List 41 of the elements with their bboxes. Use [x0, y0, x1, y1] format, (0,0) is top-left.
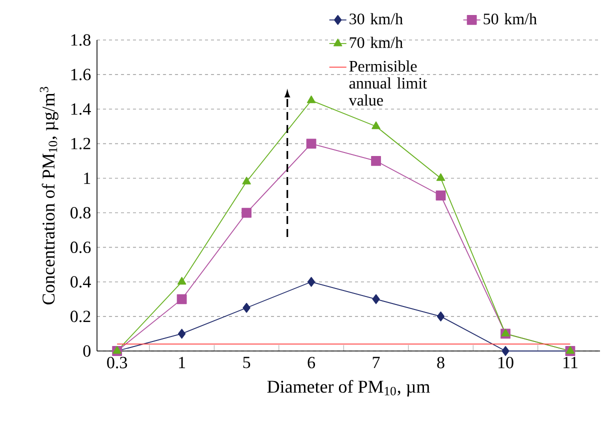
y-tick-label: 0.4 [70, 276, 91, 288]
point [501, 328, 510, 336]
point [372, 294, 380, 304]
legend-label: 30 km/h [350, 13, 403, 24]
legend-label: 50 km/h [484, 13, 537, 24]
point [178, 328, 186, 339]
point [372, 121, 380, 130]
legend-label: Permisible annual limit value [348, 60, 427, 106]
point [242, 208, 252, 218]
x-tick-label: 0.3 [107, 356, 128, 368]
x-tick-label: 6 [308, 356, 316, 368]
point [306, 138, 316, 149]
x-tick-label: 5 [243, 356, 250, 368]
legend-label: 70 km/h [350, 36, 403, 48]
x-tick-label: 8 [437, 356, 444, 368]
y-tick-label: 1.4 [71, 103, 91, 115]
x-tick-label: 1 [179, 356, 186, 368]
point [242, 302, 250, 313]
y-tick-label: 1.2 [71, 138, 90, 150]
point [436, 173, 446, 181]
point [502, 346, 510, 356]
y-tick-label: 0.6 [70, 242, 91, 254]
point [371, 156, 381, 166]
y-tick-label: 0.2 [70, 310, 90, 322]
y-tick-label: 1.8 [71, 34, 90, 46]
y-tick-label: 1.6 [71, 68, 91, 80]
x-tick-label: 10 [498, 356, 514, 368]
y-axis-title: Concentration of PM$_{10}$, µg/m$^{3}$ [40, 86, 58, 304]
point [307, 276, 316, 287]
x-axis-title: Diameter of PM$_{10}$, µm [267, 380, 430, 396]
x-tick-label: 7 [372, 356, 380, 368]
y-tick-label: 1 [84, 172, 90, 184]
point [436, 311, 445, 322]
point [436, 190, 446, 200]
y-tick-label: 0 [83, 345, 90, 357]
point [306, 96, 316, 104]
x-tick-label: 11 [564, 356, 578, 368]
y-tick-label: 0.8 [70, 207, 90, 219]
point [176, 294, 187, 304]
point [242, 176, 251, 184]
point [177, 276, 186, 285]
